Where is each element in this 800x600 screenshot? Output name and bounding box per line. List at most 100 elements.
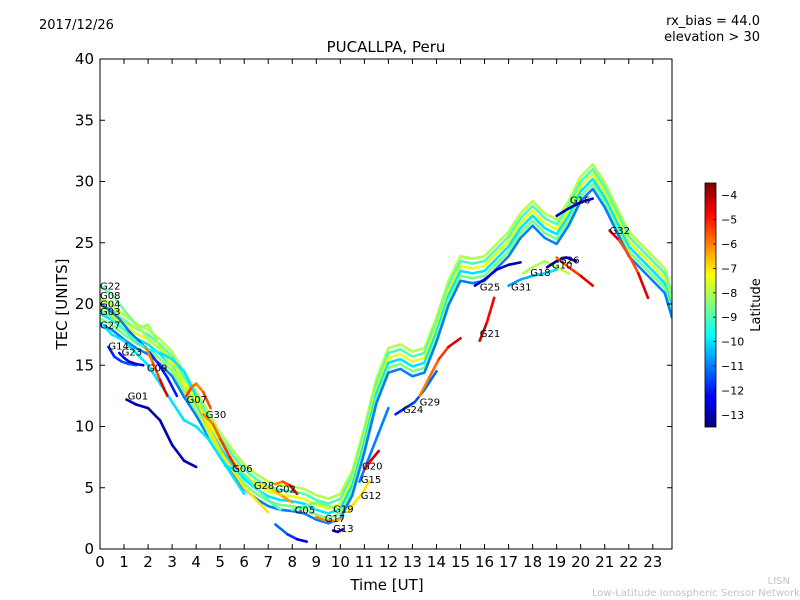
series-g20 <box>363 449 381 471</box>
satellite-label-g10: G10 <box>552 260 572 271</box>
series-segment-g03 <box>117 323 131 336</box>
colorbar-ticks: −4 −5 −6 −7 −8 −9 −10 −11 −12 −13 <box>713 189 744 422</box>
series-segment-g09 <box>151 361 162 382</box>
colorbar-label: Latitude <box>749 278 764 332</box>
series-segment-g28 <box>271 488 284 498</box>
series-segment-g18 <box>555 265 570 275</box>
colorbar-tick-label: −10 <box>721 336 744 349</box>
x-tick-label: 12 <box>379 553 398 571</box>
y-tick-label: 15 <box>75 356 94 374</box>
x-tick-label: 1 <box>119 553 129 571</box>
series-segment-g03 <box>127 333 140 345</box>
satellite-label-g01: G01 <box>128 392 148 403</box>
series-segment-g27 <box>146 363 162 385</box>
series-segment-g25 <box>473 278 486 287</box>
series-segment-g21 <box>478 321 489 343</box>
series-segment-g27 <box>170 400 186 422</box>
series-segment-g14 <box>127 362 138 367</box>
series-segment-g08 <box>254 498 270 514</box>
series-segment-g08 <box>146 323 162 349</box>
series-g09 <box>144 345 169 398</box>
series-segment-g27 <box>110 333 126 343</box>
series-segment-g27 <box>206 437 222 459</box>
x-tick-label: 3 <box>167 553 177 571</box>
colorbar-tick-label: −13 <box>721 409 744 422</box>
series-segment-g15 <box>377 406 390 434</box>
series-segment-g19 <box>327 504 342 512</box>
series-segment-g27 <box>194 425 210 441</box>
satellite-label-g30: G30 <box>206 410 226 421</box>
series-g31 <box>507 268 558 287</box>
series-segment-g20 <box>363 458 373 471</box>
series-segment-g06 <box>266 498 282 512</box>
series-segment-g20 <box>370 449 381 461</box>
series-g28 <box>252 480 294 504</box>
series-segment-g23 <box>134 362 145 367</box>
series-segment-g24 <box>394 406 407 416</box>
lisn-network: Low-Latitude Ionospheric Sensor Network <box>592 588 800 599</box>
series-segment-g18 <box>521 265 534 275</box>
series-segment-g04 <box>100 302 111 312</box>
x-tick-label: 18 <box>523 553 542 571</box>
series-segment-g26 <box>567 265 582 278</box>
series-segment-g31 <box>519 274 534 281</box>
series-segment-g08 <box>122 321 138 330</box>
series-g13 <box>331 528 345 534</box>
satellite-label-g05: G05 <box>295 505 315 516</box>
series-segment-g24 <box>423 370 438 392</box>
series-segment-g04 <box>127 329 140 343</box>
series-g08 <box>100 296 270 514</box>
series-segment-g31 <box>543 268 558 275</box>
series-segment-g06 <box>233 468 246 477</box>
satellite-label-g22: G22 <box>100 281 120 292</box>
series-segment-g16 <box>567 201 582 210</box>
series-segment-g29 <box>447 336 462 349</box>
satellite-label-g07: G07 <box>187 395 207 406</box>
series-segment-g13 <box>336 528 345 534</box>
series-segment-g02 <box>288 483 299 496</box>
axis-ticks: 0 1 2 3 4 5 6 7 8 9 10 11 12 13 14 15 16 17 18 19 20 21 22 2305… <box>75 50 672 571</box>
series-segment-g19 <box>302 501 318 508</box>
x-tick-label: 6 <box>239 553 249 571</box>
series-segment-g32 <box>617 239 631 257</box>
y-tick-label: 35 <box>75 111 94 129</box>
series-segment-g08 <box>194 397 210 428</box>
series-segment-g05 <box>286 532 299 541</box>
series-segment-g32 <box>608 229 621 242</box>
series-segment-g22 <box>122 308 138 327</box>
series-segment-g28 <box>262 483 275 492</box>
series-segment-g06 <box>223 464 236 471</box>
series-segment-g28 <box>281 495 294 504</box>
series-segment-g01 <box>170 443 186 463</box>
series-segment-g08 <box>110 302 126 324</box>
colorbar-tick-label: −6 <box>721 238 737 251</box>
series-segment-g22 <box>100 284 114 296</box>
series-segment-g22 <box>146 336 162 351</box>
series-segment-g29 <box>418 376 431 398</box>
y-tick-label: 0 <box>84 540 94 558</box>
x-axis-label: Time [UT] <box>349 576 423 594</box>
satellite-label-g17: G17 <box>325 514 345 525</box>
series-segment-g26 <box>555 256 570 269</box>
series-g01 <box>125 398 198 469</box>
series-segment-g25 <box>483 268 498 281</box>
series-segment-g14 <box>107 345 116 358</box>
satellite-label-g18: G18 <box>530 268 550 279</box>
series-segment-g22 <box>182 385 198 410</box>
series-segment-g04 <box>165 376 179 398</box>
x-tick-label: 0 <box>95 553 105 571</box>
x-tick-label: 13 <box>403 553 422 571</box>
series-segment-g22 <box>194 406 210 434</box>
series-segment-g19 <box>315 501 330 508</box>
satellite-label-g06: G06 <box>232 464 252 475</box>
colorbar-tick-label: −4 <box>721 189 737 202</box>
series-segment-g29 <box>427 357 441 379</box>
series-g22 <box>100 284 222 459</box>
x-tick-label: 11 <box>355 553 374 571</box>
x-tick-label: 23 <box>643 553 662 571</box>
colorbar-tick-label: −9 <box>721 311 737 324</box>
series-segment-g06 <box>254 486 270 502</box>
satellite-label-g19: G19 <box>333 504 353 515</box>
series-g02 <box>274 480 299 496</box>
series-segment-g01 <box>134 403 150 410</box>
